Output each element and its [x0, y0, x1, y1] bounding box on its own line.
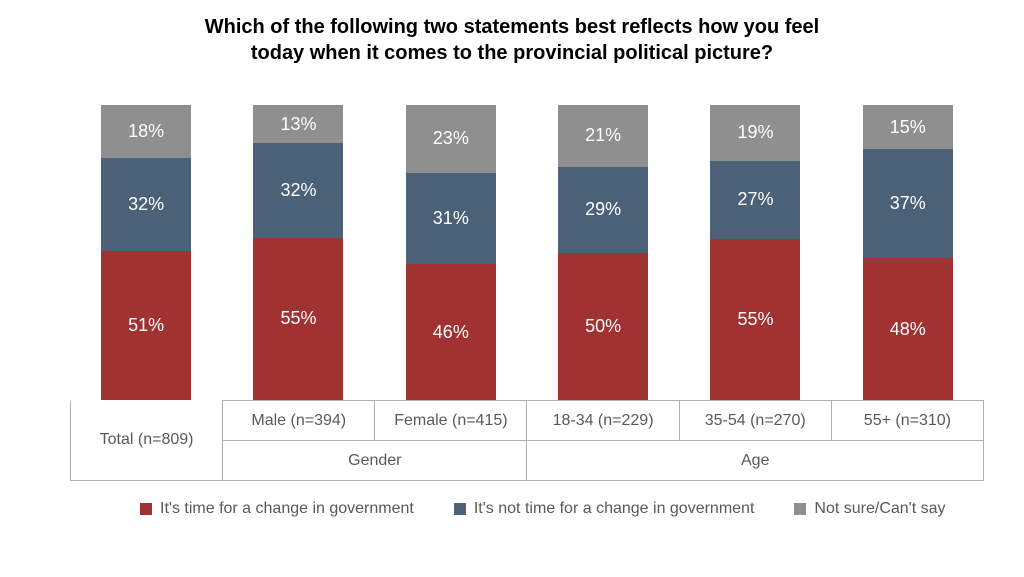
legend-swatch-icon [140, 503, 152, 515]
axis-sub-label: 55+ (n=310) [831, 401, 983, 441]
axis-sub-label: Female (n=415) [375, 401, 527, 441]
segment-not_change: 29% [558, 167, 648, 253]
bar-age-5: 15%37%48% [863, 105, 953, 400]
bar-age-4: 19%27%55% [710, 105, 800, 400]
segment-not_sure: 15% [863, 105, 953, 149]
bar-slot: 13%32%55% [222, 90, 374, 400]
axis-group-age: Age [527, 441, 984, 481]
segment-change: 55% [253, 238, 343, 400]
legend-swatch-icon [454, 503, 466, 515]
segment-not_change: 37% [863, 149, 953, 258]
legend-item-not_change: It's not time for a change in government [454, 500, 755, 518]
segment-not_change: 32% [101, 158, 191, 251]
legend-label: It's not time for a change in government [474, 500, 755, 518]
axis-sub-label: Male (n=394) [223, 401, 375, 441]
segment-not_change: 32% [253, 143, 343, 237]
segment-change: 50% [558, 253, 648, 401]
chart-title: Which of the following two statements be… [0, 0, 1024, 66]
bars-row: 18%32%51%13%32%55%23%31%46%21%29%50%19%2… [70, 90, 984, 400]
legend-item-not_sure: Not sure/Can't say [794, 500, 945, 518]
segment-not_sure: 19% [710, 105, 800, 160]
bar-gender-2: 23%31%46% [406, 105, 496, 400]
legend-swatch-icon [794, 503, 806, 515]
title-line-1: Which of the following two statements be… [205, 16, 820, 38]
segment-not_sure: 21% [558, 105, 648, 167]
bar-slot: 15%37%48% [832, 90, 984, 400]
segment-not_change: 31% [406, 173, 496, 264]
segment-not_sure: 23% [406, 105, 496, 173]
bar-slot: 21%29%50% [527, 90, 679, 400]
segment-not_sure: 13% [253, 105, 343, 143]
chart-plot-area: 18%32%51%13%32%55%23%31%46%21%29%50%19%2… [70, 90, 984, 400]
bar-slot: 23%31%46% [375, 90, 527, 400]
title-line-2: today when it comes to the provincial po… [251, 42, 773, 64]
legend-label: It's time for a change in government [160, 500, 414, 518]
axis-group-gender: Gender [223, 441, 527, 481]
segment-not_change: 27% [710, 161, 800, 240]
bar-gender-1: 13%32%55% [253, 105, 343, 400]
bar-slot: 19%27%55% [679, 90, 831, 400]
segment-not_sure: 18% [101, 105, 191, 158]
axis-sub-label: 35-54 (n=270) [679, 401, 831, 441]
segment-change: 55% [710, 239, 800, 400]
segment-change: 46% [406, 264, 496, 400]
segment-change: 48% [863, 258, 953, 400]
x-axis-category-table: Total (n=809)Male (n=394)Female (n=415)1… [70, 400, 984, 481]
legend-item-change: It's time for a change in government [140, 500, 414, 518]
legend: It's time for a change in government It's… [140, 500, 984, 518]
bar-slot: 18%32%51% [70, 90, 222, 400]
axis-sub-label: 18-34 (n=229) [527, 401, 679, 441]
segment-change: 51% [101, 251, 191, 400]
bar-age-3: 21%29%50% [558, 105, 648, 400]
bar-total-0: 18%32%51% [101, 105, 191, 400]
axis-group-total: Total (n=809) [71, 401, 223, 481]
legend-label: Not sure/Can't say [814, 500, 945, 518]
